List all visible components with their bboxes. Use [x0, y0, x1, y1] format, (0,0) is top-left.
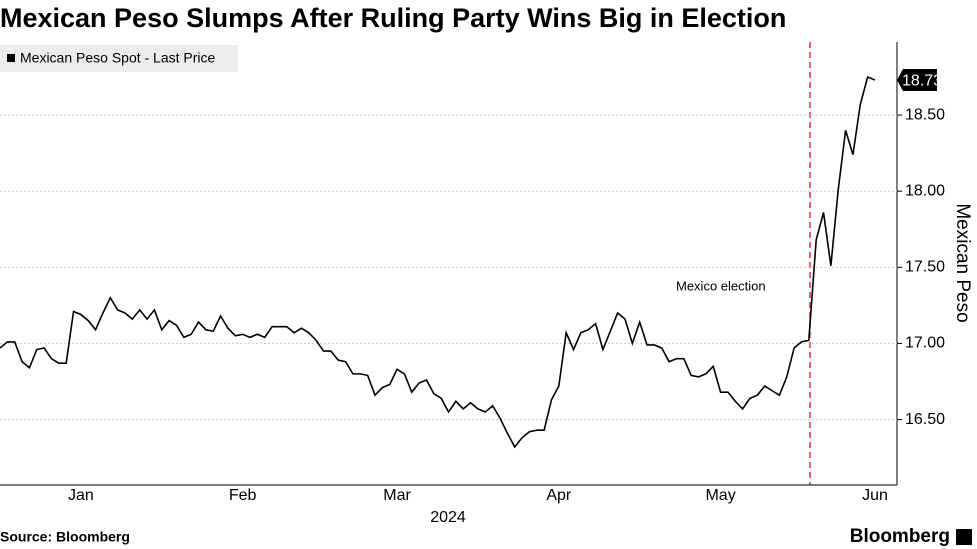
last-price-label: 18.73	[902, 72, 942, 89]
y-tick-label: 18.00	[905, 182, 945, 199]
y-tick-label: 16.50	[905, 411, 945, 428]
x-tick-label: Jan	[68, 487, 94, 504]
x-tick-label: Mar	[383, 487, 411, 504]
brand: Bloomberg	[850, 526, 950, 547]
y-tick-label: 17.50	[905, 259, 945, 276]
y-axis-label: Mexican Peso	[952, 203, 973, 322]
last-price-tag	[897, 69, 937, 92]
annotation: Mexico election	[676, 278, 766, 293]
y-tick-label: 17.00	[905, 335, 945, 352]
brand-icon	[956, 529, 972, 545]
y-tick-label: 18.50	[905, 106, 945, 123]
chart-title: Mexican Peso Slumps After Ruling Party W…	[0, 3, 786, 33]
legend-label: Mexican Peso Spot - Last Price	[20, 50, 216, 66]
source: Source: Bloomberg	[0, 529, 130, 545]
price-line	[0, 75, 876, 449]
legend-box	[0, 45, 238, 72]
x-tick-label: Feb	[229, 487, 257, 504]
x-axis-label: 2024	[430, 509, 466, 526]
legend-swatch	[7, 54, 15, 62]
x-tick-label: Apr	[546, 487, 572, 504]
x-tick-label: Jun	[862, 487, 888, 504]
x-tick-label: May	[705, 487, 735, 504]
